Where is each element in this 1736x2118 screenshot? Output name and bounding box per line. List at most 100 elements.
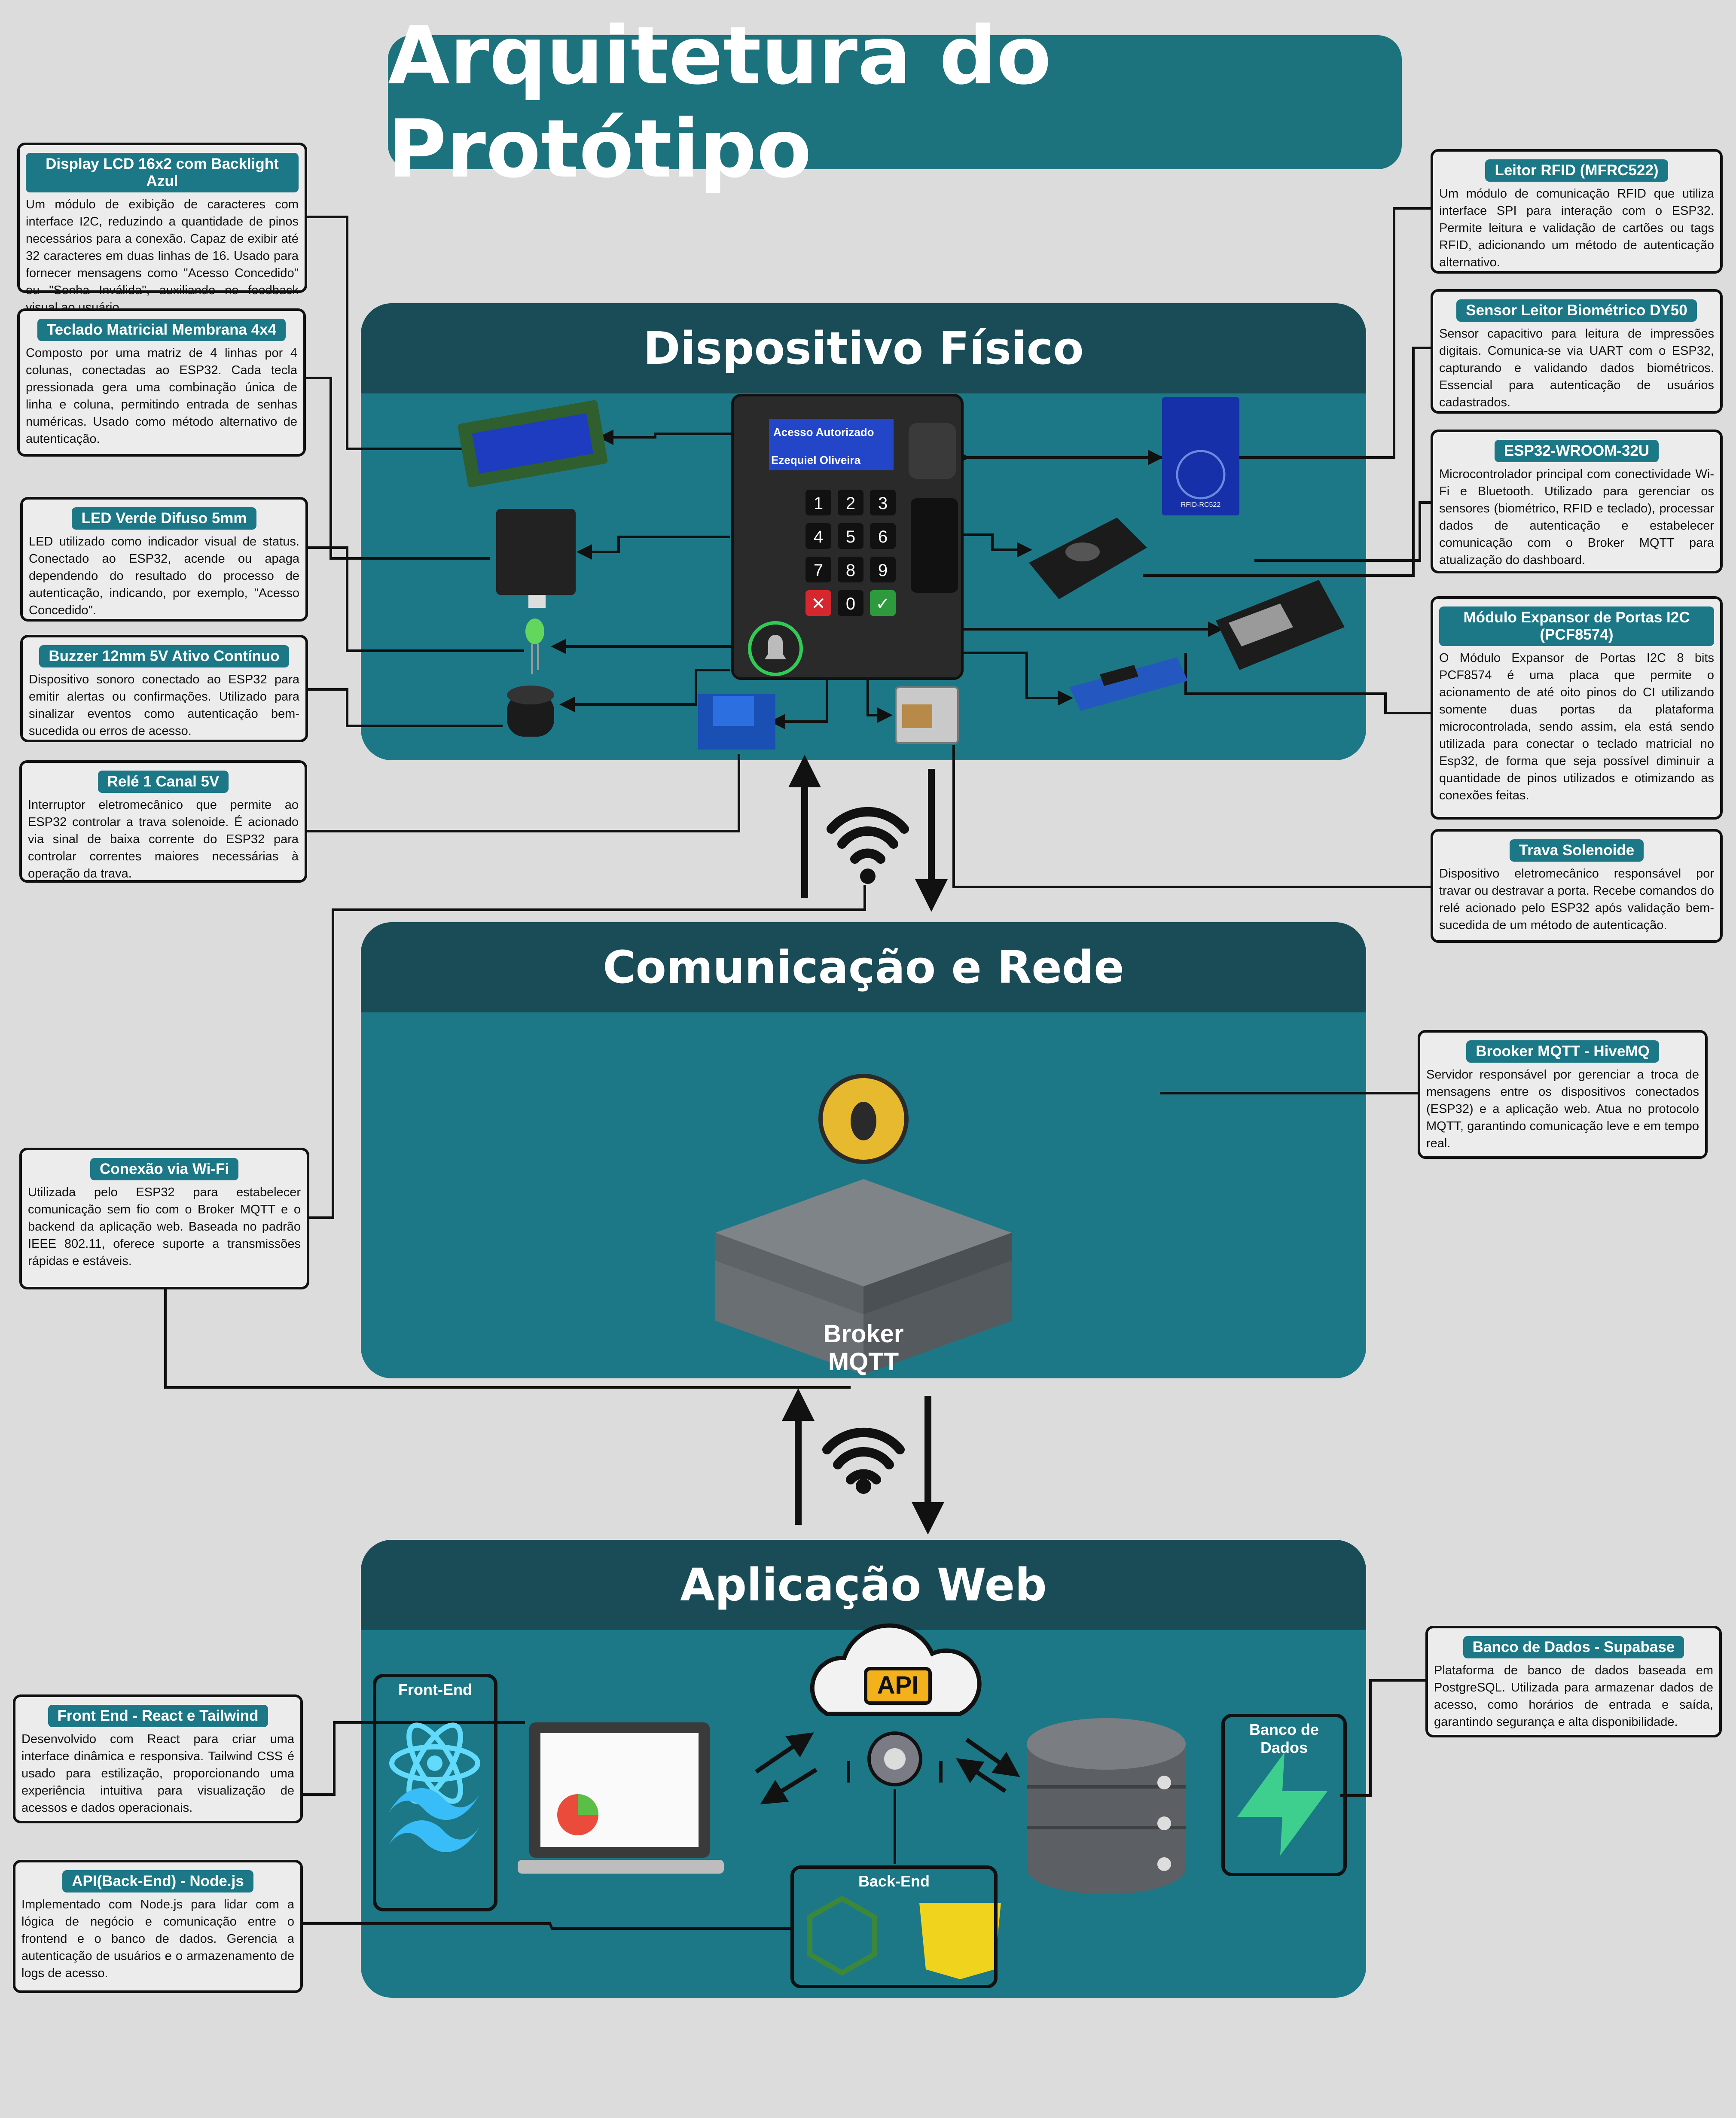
led-green bbox=[525, 619, 544, 674]
box-title: API(Back-End) - Node.js bbox=[62, 1870, 253, 1892]
database-panel: Banco de Dados bbox=[1221, 1714, 1347, 1876]
box-pcf8574: Módulo Expansor de Portas I2C (PCF8574) … bbox=[1431, 596, 1723, 820]
box-text: Plataforma de banco de dados baseada em … bbox=[1434, 1664, 1713, 1729]
box-api: API(Back-End) - Node.js Implementado com… bbox=[13, 1860, 303, 1993]
broker-server bbox=[715, 1074, 1012, 1374]
box-led: LED Verde Difuso 5mm LED utilizado como … bbox=[20, 497, 308, 622]
box-text: Microcontrolador principal com conectivi… bbox=[1439, 467, 1714, 567]
box-text: Utilizada pelo ESP32 para estabelecer co… bbox=[28, 1185, 301, 1268]
tailwind-icon bbox=[389, 1788, 479, 1853]
box-solenoid: Trava Solenoide Dispositivo eletromecâni… bbox=[1431, 829, 1723, 943]
svg-text:✓: ✓ bbox=[876, 594, 890, 613]
screen-line-2: Ezequiel Oliveira bbox=[771, 454, 861, 466]
box-title: LED Verde Difuso 5mm bbox=[72, 507, 256, 530]
section-title: Comunicação e Rede bbox=[603, 941, 1124, 993]
box-esp32: ESP32-WROOM-32U Microcontrolador princip… bbox=[1431, 430, 1723, 573]
svg-text:✕: ✕ bbox=[811, 594, 826, 613]
box-title: Display LCD 16x2 com Backlight Azul bbox=[26, 153, 299, 192]
bell-icon bbox=[765, 635, 786, 659]
box-title: Banco de Dados - Supabase bbox=[1463, 1636, 1684, 1658]
box-title: Teclado Matricial Membrana 4x4 bbox=[37, 319, 286, 341]
section-header: Comunicação e Rede bbox=[361, 922, 1366, 1012]
section-web-app: Aplicação Web bbox=[361, 1540, 1366, 1998]
backend-panel: Back-End bbox=[790, 1865, 998, 1988]
box-title: Sensor Leitor Biométrico DY50 bbox=[1456, 299, 1697, 322]
laptop-dashboard bbox=[518, 1722, 724, 1874]
box-rfid: Leitor RFID (MFRC522) Um módulo de comun… bbox=[1431, 149, 1723, 274]
javascript-icon bbox=[919, 1903, 1001, 1979]
biometric-sensor bbox=[1029, 518, 1147, 599]
box-title: ESP32-WROOM-32U bbox=[1494, 440, 1659, 462]
api-label: API bbox=[877, 1671, 919, 1699]
solenoid-lock bbox=[895, 686, 959, 744]
box-text: O Módulo Expansor de Portas I2C 8 bits P… bbox=[1439, 651, 1714, 802]
broker-label-line-2: MQTT bbox=[828, 1348, 899, 1376]
supabase-icon bbox=[1237, 1752, 1327, 1856]
svg-text:5: 5 bbox=[846, 527, 855, 546]
page-title: Arquitetura do Protótipo bbox=[388, 9, 1402, 195]
section-header: Aplicação Web bbox=[361, 1540, 1366, 1630]
esp32-board bbox=[1216, 580, 1345, 670]
screen-line-1: Acesso Autorizado bbox=[773, 426, 874, 439]
device-keypad: 1 2 3 4 5 6 7 8 9 ✕ 0 ✓ bbox=[805, 490, 896, 616]
box-text: Um módulo de comunicação RFID que utiliz… bbox=[1439, 187, 1714, 269]
box-title: Trava Solenoide bbox=[1509, 839, 1644, 862]
svg-text:4: 4 bbox=[814, 527, 823, 546]
box-buzzer: Buzzer 12mm 5V Ativo Contínuo Dispositiv… bbox=[20, 635, 308, 742]
box-text: Servidor responsável por gerenciar a tro… bbox=[1426, 1068, 1699, 1150]
box-text: Interruptor eletromecânico que permite a… bbox=[28, 798, 299, 881]
box-text: Dispositivo eletromecânico responsável p… bbox=[1439, 867, 1714, 932]
box-frontend: Front End - React e Tailwind Desenvolvid… bbox=[13, 1694, 303, 1823]
section-header: Dispositivo Físico bbox=[361, 303, 1366, 393]
box-keypad: Teclado Matricial Membrana 4x4 Composto … bbox=[17, 308, 306, 457]
box-wifi: Conexão via Wi-Fi Utilizada pelo ESP32 p… bbox=[19, 1148, 309, 1289]
section-title: Dispositivo Físico bbox=[643, 322, 1084, 375]
svg-text:0: 0 bbox=[846, 594, 855, 613]
rfid-label: RFID-RC522 bbox=[1181, 501, 1221, 509]
keypad-membrane bbox=[496, 509, 576, 608]
box-text: Implementado com Node.js para lidar com … bbox=[21, 1898, 294, 1980]
api-cloud-icon bbox=[810, 1623, 982, 1786]
section-physical-device: Dispositivo Físico bbox=[361, 303, 1366, 760]
box-text: Um módulo de exibição de caracteres com … bbox=[26, 198, 299, 314]
box-title: Brooker MQTT - HiveMQ bbox=[1466, 1040, 1659, 1063]
pcf8574-module bbox=[1070, 657, 1188, 711]
box-text: Composto por uma matriz de 4 linhas por … bbox=[26, 346, 297, 446]
box-biometric: Sensor Leitor Biométrico DY50 Sensor cap… bbox=[1431, 289, 1723, 414]
box-title: Relé 1 Canal 5V bbox=[98, 771, 229, 793]
box-mqtt: Brooker MQTT - HiveMQ Servidor responsáv… bbox=[1418, 1030, 1708, 1159]
svg-text:3: 3 bbox=[878, 494, 888, 513]
database-icon bbox=[1027, 1718, 1186, 1894]
relay-module bbox=[698, 694, 775, 750]
rfid-module bbox=[1162, 397, 1239, 515]
svg-text:1: 1 bbox=[814, 494, 823, 513]
backend-panel-title: Back-End bbox=[858, 1872, 930, 1890]
buzzer bbox=[507, 686, 554, 737]
svg-text:2: 2 bbox=[846, 494, 855, 513]
broker-label-line-1: Broker bbox=[824, 1320, 904, 1348]
box-text: Desenvolvido com React para criar uma in… bbox=[21, 1732, 294, 1815]
svg-text:8: 8 bbox=[846, 561, 855, 580]
box-title: Buzzer 12mm 5V Ativo Contínuo bbox=[39, 645, 289, 667]
frontend-panel-title: Front-End bbox=[398, 1681, 472, 1698]
box-text: Sensor capacitivo para leitura de impres… bbox=[1439, 327, 1714, 409]
box-text: LED utilizado como indicador visual de s… bbox=[29, 535, 299, 617]
box-database: Banco de Dados - Supabase Plataforma de … bbox=[1425, 1626, 1722, 1737]
svg-text:9: 9 bbox=[878, 561, 888, 580]
box-title: Conexão via Wi-Fi bbox=[90, 1158, 239, 1180]
wifi-icon bbox=[827, 807, 909, 864]
svg-text:6: 6 bbox=[878, 527, 888, 546]
wifi-icon bbox=[822, 1427, 905, 1484]
box-title: Módulo Expansor de Portas I2C (PCF8574) bbox=[1439, 606, 1714, 646]
lcd-module bbox=[458, 400, 608, 488]
svg-text:7: 7 bbox=[814, 561, 823, 580]
box-relay: Relé 1 Canal 5V Interruptor eletromecâni… bbox=[19, 760, 307, 883]
section-title: Aplicação Web bbox=[680, 1559, 1047, 1611]
page-title-text: Arquitetura do Protótipo bbox=[388, 9, 1052, 195]
database-panel-title: Banco de Dados bbox=[1249, 1721, 1319, 1756]
box-lcd: Display LCD 16x2 com Backlight Azul Um m… bbox=[17, 143, 307, 314]
nodejs-icon bbox=[807, 1896, 877, 1976]
box-text: Dispositivo sonoro conectado ao ESP32 pa… bbox=[29, 673, 299, 738]
frontend-panel: Front-End bbox=[373, 1674, 497, 1911]
